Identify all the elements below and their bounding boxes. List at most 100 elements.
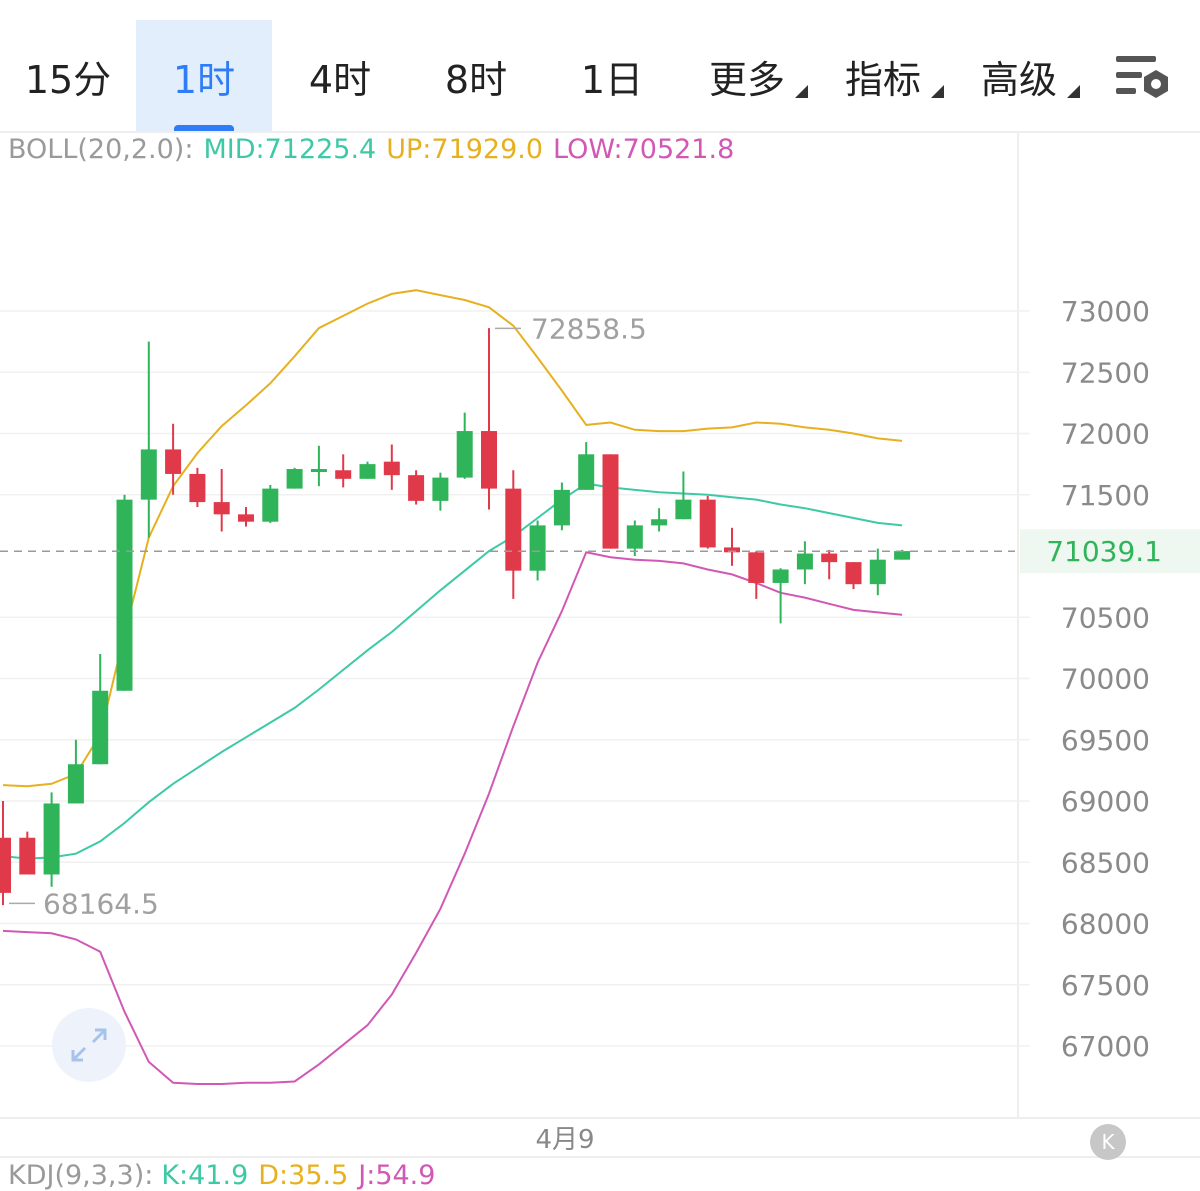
candle-up[interactable]: [43, 792, 60, 887]
y-tick-label: 67500: [1061, 969, 1150, 1002]
candle-down[interactable]: [821, 549, 838, 580]
candle-body: [772, 569, 789, 583]
candle-down[interactable]: [383, 444, 400, 490]
y-tick-label: 69500: [1061, 724, 1150, 757]
tab-8hour[interactable]: 8时: [408, 20, 544, 132]
candle-down[interactable]: [165, 423, 182, 495]
candle-up[interactable]: [456, 412, 473, 479]
candle-down[interactable]: [505, 470, 522, 599]
tab-label: 4时: [308, 57, 372, 102]
candle-body: [796, 553, 813, 570]
candle-body: [286, 469, 303, 489]
y-tick-label: 68000: [1061, 908, 1150, 941]
candle-body: [432, 477, 449, 501]
candle-down[interactable]: [602, 454, 619, 549]
candle-down[interactable]: [213, 469, 230, 532]
candle-up[interactable]: [553, 482, 570, 531]
candle-body: [553, 489, 570, 526]
candle-body: [383, 461, 400, 476]
candle-body: [869, 559, 886, 585]
expand-arrows-icon: [71, 1028, 107, 1062]
candle-body: [675, 499, 692, 520]
boll-upper-line: [2, 289, 903, 788]
tab-4hour[interactable]: 4时: [272, 20, 408, 132]
candle-body: [821, 553, 838, 563]
candle-body: [92, 690, 109, 765]
candle-down[interactable]: [335, 454, 352, 488]
boll-mid-line: [2, 482, 903, 860]
y-tick-label: 68500: [1061, 846, 1150, 879]
candle-body: [651, 519, 668, 526]
candle-down[interactable]: [189, 467, 206, 507]
candle-body: [529, 525, 546, 571]
y-tick-label: 69000: [1061, 785, 1150, 818]
high-price-label: 72858.5: [531, 312, 647, 345]
tab-1day[interactable]: 1日: [544, 20, 680, 132]
tab-label: 8时: [444, 57, 508, 102]
candle-down[interactable]: [238, 507, 254, 527]
dropdown-caret-icon: [1067, 85, 1080, 98]
candle-up[interactable]: [286, 467, 303, 489]
scroll-to-latest-button[interactable]: K: [1090, 1124, 1126, 1160]
candle-body: [845, 562, 862, 585]
fullscreen-button[interactable]: [52, 1008, 126, 1082]
candle-down[interactable]: [19, 831, 36, 875]
candle-body: [602, 454, 619, 549]
candle-down[interactable]: [0, 801, 11, 906]
candle-up[interactable]: [359, 461, 376, 479]
candle-up[interactable]: [310, 445, 327, 487]
candle-down[interactable]: [724, 527, 740, 566]
candle-up[interactable]: [92, 654, 109, 765]
y-tick-label: 70000: [1061, 663, 1150, 696]
y-tick-label: 71500: [1061, 479, 1150, 512]
tab-15min[interactable]: 15分: [0, 20, 136, 132]
boll-lower-line: [2, 551, 903, 1085]
boll-up-value: UP:71929.0: [386, 134, 544, 165]
chart-settings-icon[interactable]: [1112, 50, 1174, 106]
tab-label: 1时: [172, 57, 236, 102]
x-tick-label: 4月9: [535, 1125, 594, 1155]
candle-body: [456, 431, 473, 478]
candle-up[interactable]: [578, 442, 595, 490]
candle-down[interactable]: [748, 551, 765, 599]
candle-body: [481, 431, 497, 489]
tab-1hour[interactable]: 1时: [136, 20, 272, 132]
candle-down[interactable]: [408, 470, 425, 505]
tab-more[interactable]: 更多: [700, 20, 808, 132]
candle-body: [140, 449, 157, 500]
last-price-tag: [1020, 529, 1200, 574]
candle-down[interactable]: [699, 495, 716, 549]
candle-up[interactable]: [626, 520, 643, 556]
last-price-label: 71039.1: [1046, 535, 1162, 568]
back-icon: K: [1101, 1130, 1115, 1154]
tab-indicators[interactable]: 指标: [836, 20, 944, 132]
kdj-j-value: J:54.9: [358, 1160, 436, 1191]
candle-down[interactable]: [481, 328, 497, 510]
y-tick-label: 72000: [1061, 418, 1150, 451]
candle-body: [213, 502, 230, 515]
candle-up[interactable]: [796, 541, 813, 585]
candle-body: [699, 499, 716, 548]
boll-legend: BOLL(20,2.0): MID:71225.4 UP:71929.0 LOW:70…: [8, 134, 744, 165]
candle-up[interactable]: [869, 548, 886, 596]
candle-up[interactable]: [140, 341, 157, 538]
candle-up[interactable]: [262, 484, 279, 523]
candle-down[interactable]: [845, 562, 862, 590]
candle-body: [262, 488, 279, 522]
candle-body: [310, 469, 327, 473]
tab-label: 更多: [708, 57, 785, 102]
candle-up[interactable]: [432, 472, 449, 511]
candle-up[interactable]: [67, 739, 84, 804]
candle-up[interactable]: [772, 568, 789, 624]
active-tab-indicator: [174, 125, 234, 132]
candle-up[interactable]: [651, 508, 668, 532]
tab-advanced[interactable]: 高级: [972, 20, 1080, 132]
candle-body: [165, 449, 182, 474]
boll-mid-value: MID:71225.4: [203, 134, 377, 165]
y-tick-label: 67000: [1061, 1030, 1150, 1063]
candle-up[interactable]: [675, 471, 692, 520]
period-tabs: 15分 1时 4时 8时 1日 更多 指标 高级: [0, 0, 1200, 133]
candle-up[interactable]: [116, 494, 133, 691]
dropdown-caret-icon: [931, 85, 944, 98]
